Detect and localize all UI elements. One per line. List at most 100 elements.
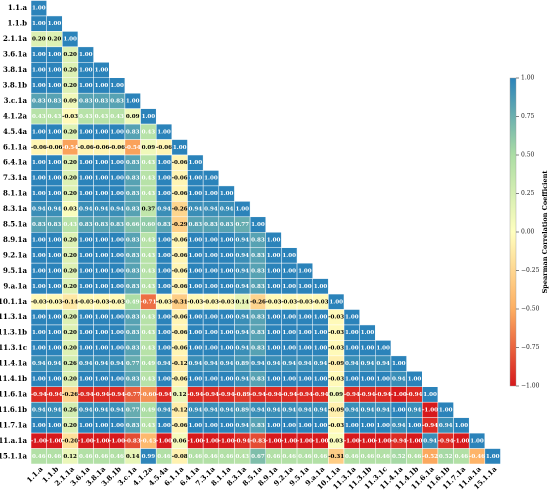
- row-label: 11.a.1a: [0, 436, 27, 445]
- row-label: 11.4.1a: [0, 359, 27, 368]
- cell-label: 0.94: [282, 407, 296, 413]
- cell-label: 0.83: [204, 222, 218, 228]
- cell-label: 0.94: [189, 407, 203, 413]
- cell-label: 0.83: [251, 253, 265, 259]
- cell-label: 1.00: [345, 346, 359, 352]
- cell-label: 0.67: [251, 454, 265, 460]
- cell-label: -0.54: [62, 145, 78, 151]
- cell-label: 0.83: [110, 222, 124, 228]
- cell-label: 1.00: [79, 268, 93, 274]
- cell-label: -0.52: [422, 454, 438, 460]
- cell-label: 1.00: [314, 377, 328, 383]
- cell-label: 1.00: [79, 346, 93, 352]
- cell-label: 1.00: [361, 377, 375, 383]
- cell-label: 0.43: [142, 377, 156, 383]
- cell-label: -0.94: [78, 392, 94, 398]
- cell-label: 1.00: [376, 346, 390, 352]
- cell-label: -0.06: [172, 176, 188, 182]
- cell-label: -0.26: [62, 392, 78, 398]
- cell-label: -0.06: [172, 346, 188, 352]
- cell-label: 0.94: [189, 361, 203, 367]
- cell-label: 1.00: [48, 268, 62, 274]
- cell-label: 0.46: [282, 454, 296, 460]
- cell-label: 0.83: [110, 98, 124, 104]
- cell-label: 0.83: [126, 253, 140, 259]
- cell-label: -0.94: [281, 392, 297, 398]
- cell-label: 1.00: [455, 423, 469, 429]
- cell-label: 0.09: [142, 145, 156, 151]
- cell-label: -0.03: [328, 315, 344, 321]
- cell-label: 1.00: [314, 423, 328, 429]
- cell-label: 1.00: [439, 407, 453, 413]
- cell-label: 0.12: [63, 454, 77, 460]
- cell-label: 1.00: [48, 129, 62, 135]
- cell-label: 1.00: [282, 423, 296, 429]
- cell-label: 1.00: [298, 268, 312, 274]
- cell-label: 0.43: [79, 114, 93, 120]
- cell-label: -0.06: [172, 315, 188, 321]
- cell-label: 0.26: [63, 407, 77, 413]
- cell-label: -0.06: [156, 145, 172, 151]
- row-label: 11.3.1b: [0, 328, 27, 337]
- cell-label: 1.00: [298, 330, 312, 336]
- cell-label: 1.00: [32, 52, 46, 58]
- cell-label: -1.00: [109, 438, 125, 444]
- cell-label: -0.03: [328, 330, 344, 336]
- cell-label: 1.00: [48, 423, 62, 429]
- cell-label: 0.20: [63, 423, 77, 429]
- cell-label: -0.94: [313, 392, 329, 398]
- cell-label: 1.00: [282, 253, 296, 259]
- cell-label: 0.83: [126, 237, 140, 243]
- cell-label: 0.94: [235, 253, 249, 259]
- cell-label: 0.94: [376, 407, 390, 413]
- cell-label: 0.46: [408, 454, 422, 460]
- cell-label: -0.06: [172, 423, 188, 429]
- cell-label: 0.46: [314, 454, 328, 460]
- cell-label: -0.94: [375, 392, 391, 398]
- cell-label: 0.46: [220, 454, 234, 460]
- cell-label: 1.00: [110, 423, 124, 429]
- cell-label: 0.83: [126, 207, 140, 213]
- cell-label: 0.03: [329, 438, 343, 444]
- cell-label: 1.00: [157, 129, 171, 135]
- cell-label: 0.94: [110, 407, 124, 413]
- cell-label: 0.43: [32, 114, 46, 120]
- cell-label: -0.06: [78, 145, 94, 151]
- cell-label: 0.83: [189, 222, 203, 228]
- cell-label: 1.00: [204, 191, 218, 197]
- cell-label: -0.94: [46, 392, 62, 398]
- cell-label: -0.94: [250, 392, 266, 398]
- cell-label: 1.00: [267, 377, 281, 383]
- cell-label: 0.20: [63, 268, 77, 274]
- row-label: 7.3.1a: [3, 173, 27, 182]
- cell-label: 0.26: [63, 361, 77, 367]
- cell-label: 0.46: [361, 454, 375, 460]
- row-label: 11.3.1a: [0, 312, 27, 321]
- cell-label: 0.77: [126, 361, 140, 367]
- colorbar-tick-label: 0.75: [521, 113, 535, 120]
- cell-label: 0.20: [63, 253, 77, 259]
- cell-label: 1.00: [32, 83, 46, 89]
- cell-label: 0.94: [157, 361, 171, 367]
- colorbar-tick-label: −0.25: [521, 267, 540, 274]
- row-label: 15.1.1a: [0, 451, 27, 460]
- cell-label: 0.83: [251, 423, 265, 429]
- cell-label: 1.00: [32, 6, 46, 12]
- cell-label: 1.00: [267, 253, 281, 259]
- cell-label: 0.20: [63, 377, 77, 383]
- cell-label: 1.00: [95, 160, 109, 166]
- cell-label: -0.03: [187, 299, 203, 305]
- cell-label: 1.00: [267, 423, 281, 429]
- cell-label: 0.49: [126, 299, 140, 305]
- cell-label: -0.06: [172, 268, 188, 274]
- cell-label: 1.00: [48, 21, 62, 27]
- cell-label: 0.94: [314, 407, 328, 413]
- cell-label: 0.46: [376, 454, 390, 460]
- cell-label: 1.00: [110, 237, 124, 243]
- cell-label: 1.00: [110, 176, 124, 182]
- cell-label: -0.03: [93, 299, 109, 305]
- cell-label: -0.94: [203, 392, 219, 398]
- cell-label: 0.94: [235, 330, 249, 336]
- cell-label: 0.43: [142, 315, 156, 321]
